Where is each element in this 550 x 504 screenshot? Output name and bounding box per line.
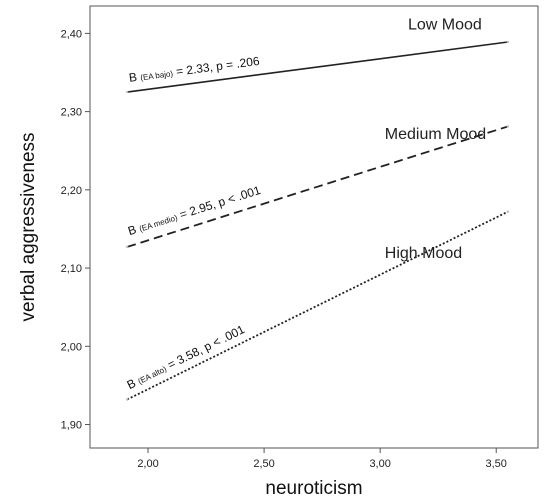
x-tick-label: 3,00 [369, 458, 390, 470]
series-point-high-mood [506, 210, 510, 213]
series-label-medium-mood: Medium Mood [385, 126, 486, 143]
x-axis-ticks: 2,00 2,50 3,00 3,50 [137, 448, 507, 470]
x-tick-label: 3,50 [486, 458, 507, 470]
y-axis-ticks: 1,90 2,00 2,10 2,20 2,30 2,40 [61, 28, 90, 432]
series-point-medium-mood [506, 125, 510, 128]
x-axis-title: neuroticism [265, 478, 362, 499]
y-tick-label: 2,20 [61, 185, 82, 197]
y-tick-label: 1,90 [61, 420, 82, 432]
series-line-low-mood [127, 41, 508, 93]
series-point-low-mood [125, 90, 129, 94]
y-tick-label: 2,30 [61, 107, 82, 119]
series-label-low-mood: Low Mood [408, 16, 482, 33]
series-line-high-mood [126, 210, 509, 401]
y-tick-label: 2,10 [61, 263, 82, 275]
x-tick-label: 2,00 [137, 458, 158, 470]
series-point-medium-mood [125, 245, 129, 249]
plot-area [89, 5, 539, 449]
x-tick-label: 2,50 [253, 458, 274, 470]
y-axis-title: verbal aggressiveness [18, 132, 39, 321]
series-point-high-mood [125, 398, 129, 401]
series-label-high-mood: High Mood [385, 245, 462, 262]
series-point-low-mood [506, 40, 510, 44]
y-tick-label: 2,00 [61, 341, 82, 353]
series-line-medium-mood [126, 125, 509, 248]
y-tick-label: 2,40 [61, 28, 82, 40]
